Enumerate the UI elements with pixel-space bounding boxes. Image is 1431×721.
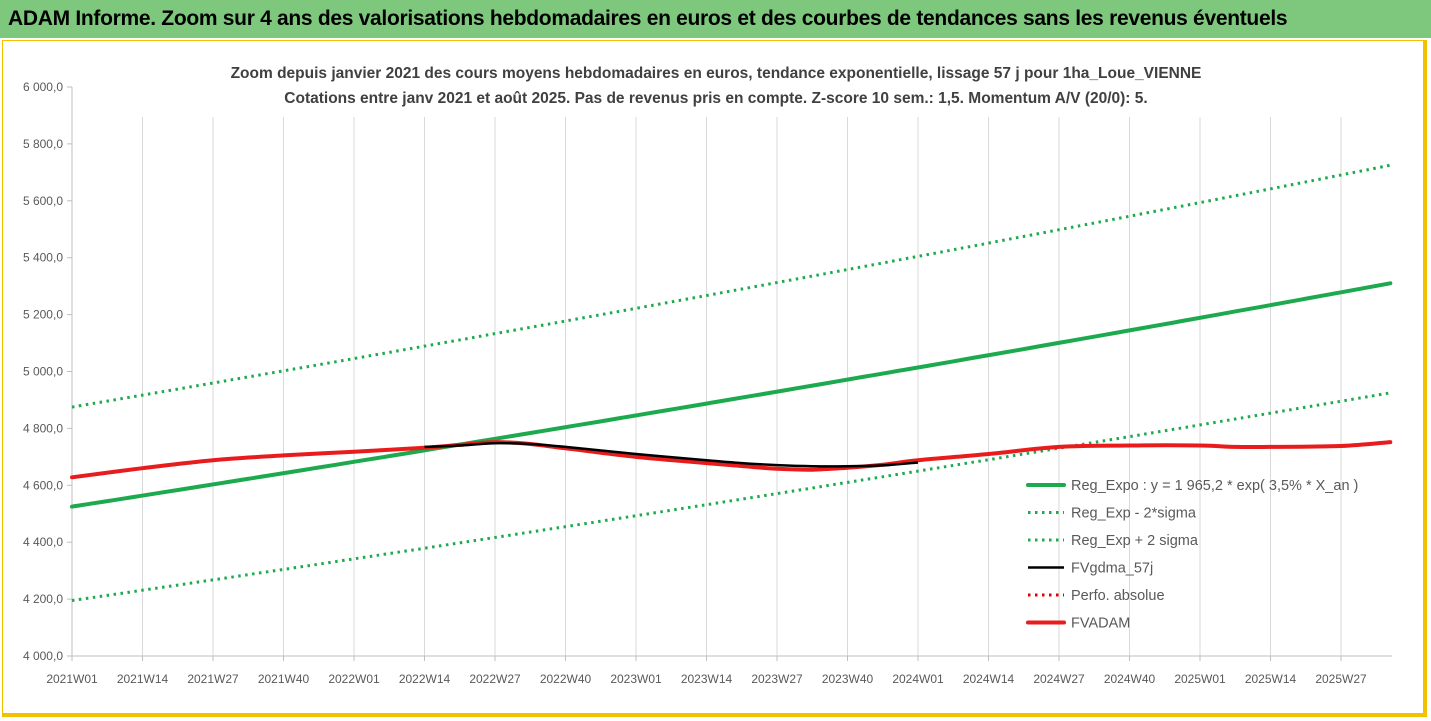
x-tick-label: 2021W01 [46,672,98,686]
series-lines [70,163,1393,602]
x-tick-label: 2023W14 [681,672,733,686]
y-tick-label: 4 600,0 [23,478,63,492]
axes: 4 000,0 4 200,0 4 400,0 4 600,0 4 800,0 5 000… [23,80,1392,686]
x-tick-label: 2024W27 [1033,672,1085,686]
x-tick-label: 2023W27 [751,672,803,686]
x-tick-label: 2022W40 [540,672,592,686]
y-tick-label: 5 800,0 [23,137,63,151]
series-line-fvadam [70,440,1393,480]
x-tick-label: 2025W27 [1315,672,1367,686]
y-tick-label: 4 000,0 [23,649,63,663]
y-tick-label: 6 000,0 [23,80,63,94]
chart-frame [2,40,1427,717]
legend-label-reg-expo: Reg_Expo : y = 1 965,2 * exp( 3,5% * X_a… [1071,478,1358,494]
y-tick-label: 5 200,0 [23,308,63,322]
report-banner: ADAM Informe. Zoom sur 4 ans des valoris… [0,0,1431,38]
report-title: ADAM Informe. Zoom sur 4 ans des valoris… [8,7,1288,30]
series-line-fvgdma-57j [424,441,919,468]
y-tick-label: 4 200,0 [23,592,63,606]
x-tick-label: 2021W40 [258,672,310,686]
chart-title: Zoom depuis janvier 2021 des cours moyen… [231,65,1202,82]
x-tick-label: 2022W01 [328,672,380,686]
series-line-reg-expo [70,281,1393,509]
y-tick-label: 4 400,0 [23,535,63,549]
y-tick-label: 5 000,0 [23,365,63,379]
y-tick-label: 5 400,0 [23,251,63,265]
x-tick-label: 2023W40 [822,672,874,686]
y-tick-label: 5 600,0 [23,194,63,208]
x-tick-label: 2023W01 [610,672,662,686]
legend-label-fvgdma-57j: FVgdma_57j [1071,561,1153,577]
chart-subtitle: Cotations entre janv 2021 et août 2025. … [284,90,1147,107]
y-tick-label: 4 800,0 [23,421,63,435]
legend-label-reg-exp-minus-2-sigma: Reg_Exp - 2*sigma [1071,506,1197,522]
x-tick-label: 2025W14 [1245,672,1297,686]
series-line-reg-exp-minus-2-sigma [71,391,1391,602]
chart-frame-border [3,41,1426,716]
legend: Reg_Expo : y = 1 965,2 * exp( 3,5% * X_a… [1026,478,1358,632]
legend-label-perfo-absolue: Perfo. absolue [1071,588,1165,604]
series-line-reg-exp-plus-2-sigma [71,163,1391,409]
x-tick-label: 2021W27 [187,672,239,686]
legend-label-reg-exp-plus-2-sigma: Reg_Exp + 2 sigma [1071,533,1199,549]
legend-label-fvadam: FVADAM [1071,616,1130,632]
x-tick-label: 2024W01 [892,672,944,686]
x-tick-label: 2021W14 [117,672,169,686]
x-tick-label: 2022W14 [399,672,451,686]
x-tick-label: 2025W01 [1174,672,1226,686]
x-tick-label: 2022W27 [469,672,521,686]
x-tick-label: 2024W40 [1104,672,1156,686]
x-tick-label: 2024W14 [963,672,1015,686]
grid-lines [142,117,1342,656]
